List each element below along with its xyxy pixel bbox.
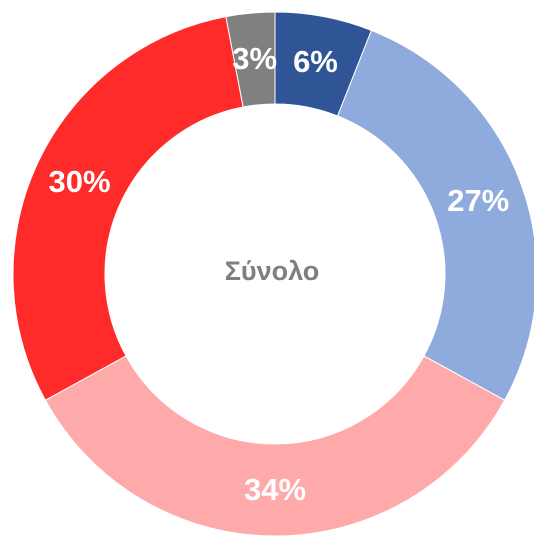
value-label: 27%: [447, 183, 509, 218]
value-label: 3%: [232, 41, 277, 76]
value-label: 6%: [293, 44, 338, 79]
value-label: 30%: [49, 164, 111, 199]
slice: [12, 16, 244, 401]
value-label: 34%: [244, 472, 306, 507]
slice: [336, 29, 534, 401]
center-label: Σύνολο: [225, 256, 320, 286]
slice: [225, 11, 276, 108]
slice: [44, 355, 506, 537]
